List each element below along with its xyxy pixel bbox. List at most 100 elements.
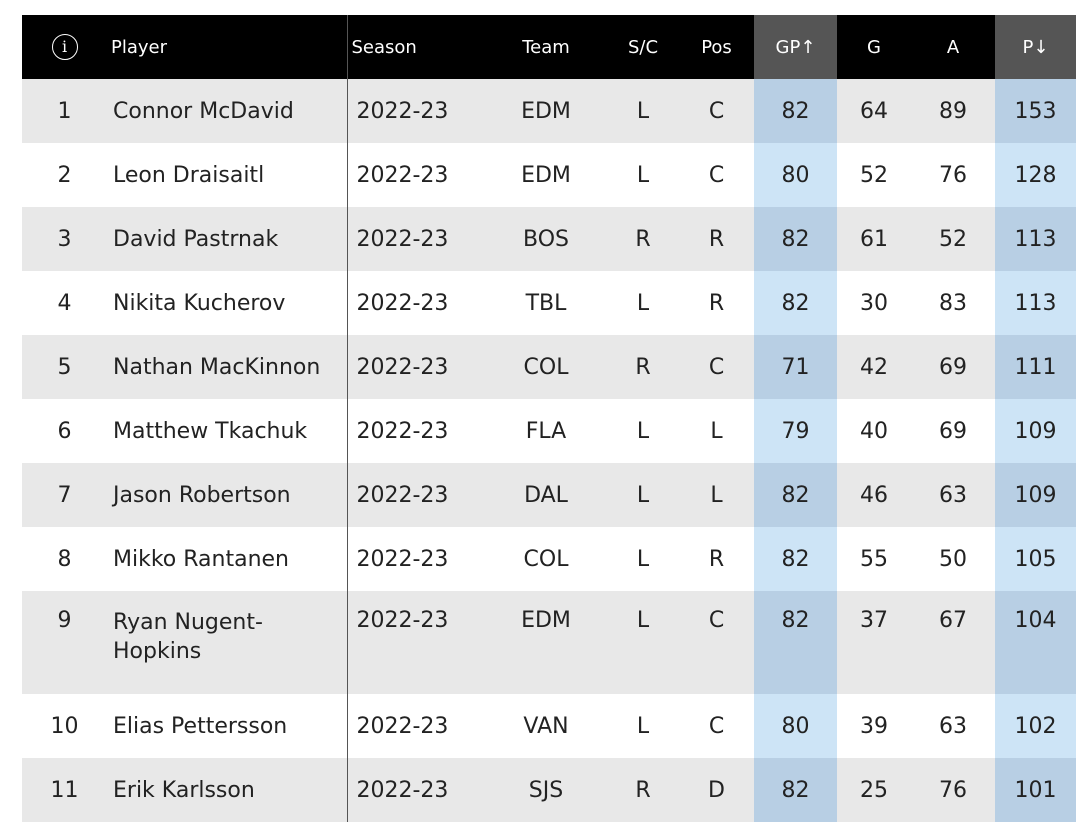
assists-cell: 52 <box>911 207 995 271</box>
position-cell: L <box>679 463 754 527</box>
points-cell: 128 <box>995 143 1076 207</box>
position-cell: R <box>679 527 754 591</box>
shoots-catches-cell: L <box>607 694 679 758</box>
team-cell: COL <box>485 527 607 591</box>
position-cell: D <box>679 758 754 822</box>
season-cell: 2022-23 <box>346 335 485 399</box>
assists-cell: 89 <box>911 79 995 143</box>
rank-cell: 5 <box>22 335 107 399</box>
rank-cell: 7 <box>22 463 107 527</box>
goals-cell: 40 <box>837 399 911 463</box>
team-cell: BOS <box>485 207 607 271</box>
rank-cell: 10 <box>22 694 107 758</box>
team-cell: VAN <box>485 694 607 758</box>
position-cell: C <box>679 79 754 143</box>
table-row: 8 Mikko Rantanen 2022-23 COL L R 82 55 5… <box>22 527 1076 591</box>
table-row: 3 David Pastrnak 2022-23 BOS R R 82 61 5… <box>22 207 1076 271</box>
points-cell: 105 <box>995 527 1076 591</box>
player-stats-table: i Player Season Team S/C Pos GP↑ G A P↓ … <box>22 15 1076 822</box>
player-name-cell: Jason Robertson <box>107 463 347 527</box>
points-cell: 104 <box>995 591 1076 694</box>
assists-cell: 63 <box>911 463 995 527</box>
games-played-cell: 71 <box>754 335 837 399</box>
assists-cell: 76 <box>911 758 995 822</box>
shoots-catches-cell: L <box>607 399 679 463</box>
player-name-cell: Nikita Kucherov <box>107 271 347 335</box>
rank-cell: 3 <box>22 207 107 271</box>
stats-table-container: i Player Season Team S/C Pos GP↑ G A P↓ … <box>22 15 1076 822</box>
table-row: 1 Connor McDavid 2022-23 EDM L C 82 64 8… <box>22 79 1076 143</box>
points-cell: 109 <box>995 399 1076 463</box>
season-cell: 2022-23 <box>346 758 485 822</box>
points-cell: 102 <box>995 694 1076 758</box>
position-cell: R <box>679 207 754 271</box>
info-header[interactable]: i <box>22 15 107 79</box>
team-cell: SJS <box>485 758 607 822</box>
table-row: 7 Jason Robertson 2022-23 DAL L L 82 46 … <box>22 463 1076 527</box>
shoots-catches-cell: L <box>607 527 679 591</box>
goals-cell: 46 <box>837 463 911 527</box>
player-name-cell: Matthew Tkachuk <box>107 399 347 463</box>
points-cell: 113 <box>995 271 1076 335</box>
assists-cell: 76 <box>911 143 995 207</box>
player-name-cell: David Pastrnak <box>107 207 347 271</box>
table-row: 4 Nikita Kucherov 2022-23 TBL L R 82 30 … <box>22 271 1076 335</box>
player-name-cell: Mikko Rantanen <box>107 527 347 591</box>
player-name-cell: Erik Karlsson <box>107 758 347 822</box>
rank-cell: 9 <box>22 591 107 694</box>
table-row: 5 Nathan MacKinnon 2022-23 COL R C 71 42… <box>22 335 1076 399</box>
player-name-cell: Connor McDavid <box>107 79 347 143</box>
games-played-cell: 82 <box>754 207 837 271</box>
games-played-cell: 79 <box>754 399 837 463</box>
team-cell: DAL <box>485 463 607 527</box>
table-row: 2 Leon Draisaitl 2022-23 EDM L C 80 52 7… <box>22 143 1076 207</box>
shoots-catches-cell: R <box>607 758 679 822</box>
shoots-catches-cell: L <box>607 79 679 143</box>
goals-cell: 52 <box>837 143 911 207</box>
column-header-gp[interactable]: GP↑ <box>754 15 837 79</box>
season-cell: 2022-23 <box>346 207 485 271</box>
column-header-season[interactable]: Season <box>346 15 485 79</box>
column-header-player[interactable]: Player <box>107 15 347 79</box>
column-header-pos[interactable]: Pos <box>679 15 754 79</box>
rank-cell: 11 <box>22 758 107 822</box>
column-header-team[interactable]: Team <box>485 15 607 79</box>
shoots-catches-cell: L <box>607 271 679 335</box>
column-header-g[interactable]: G <box>837 15 911 79</box>
position-cell: C <box>679 591 754 694</box>
games-played-cell: 80 <box>754 143 837 207</box>
player-name-cell: Elias Pettersson <box>107 694 347 758</box>
table-header: i Player Season Team S/C Pos GP↑ G A P↓ <box>22 15 1076 79</box>
games-played-cell: 82 <box>754 758 837 822</box>
assists-cell: 67 <box>911 591 995 694</box>
games-played-cell: 82 <box>754 271 837 335</box>
season-cell: 2022-23 <box>346 271 485 335</box>
season-cell: 2022-23 <box>346 463 485 527</box>
assists-cell: 63 <box>911 694 995 758</box>
info-icon[interactable]: i <box>51 34 78 60</box>
column-header-sc[interactable]: S/C <box>607 15 679 79</box>
team-cell: EDM <box>485 591 607 694</box>
position-cell: L <box>679 399 754 463</box>
team-cell: EDM <box>485 79 607 143</box>
rank-cell: 2 <box>22 143 107 207</box>
season-cell: 2022-23 <box>346 143 485 207</box>
goals-cell: 39 <box>837 694 911 758</box>
shoots-catches-cell: L <box>607 591 679 694</box>
season-cell: 2022-23 <box>346 79 485 143</box>
rank-cell: 8 <box>22 527 107 591</box>
team-cell: TBL <box>485 271 607 335</box>
assists-cell: 83 <box>911 271 995 335</box>
points-cell: 113 <box>995 207 1076 271</box>
column-header-points[interactable]: P↓ <box>995 15 1076 79</box>
position-cell: R <box>679 271 754 335</box>
table-row: 9 Ryan Nugent-Hopkins 2022-23 EDM L C 82… <box>22 591 1076 694</box>
player-name-cell: Leon Draisaitl <box>107 143 347 207</box>
shoots-catches-cell: L <box>607 463 679 527</box>
goals-cell: 61 <box>837 207 911 271</box>
position-cell: C <box>679 335 754 399</box>
column-header-a[interactable]: A <box>911 15 995 79</box>
team-cell: COL <box>485 335 607 399</box>
goals-cell: 64 <box>837 79 911 143</box>
rank-cell: 1 <box>22 79 107 143</box>
